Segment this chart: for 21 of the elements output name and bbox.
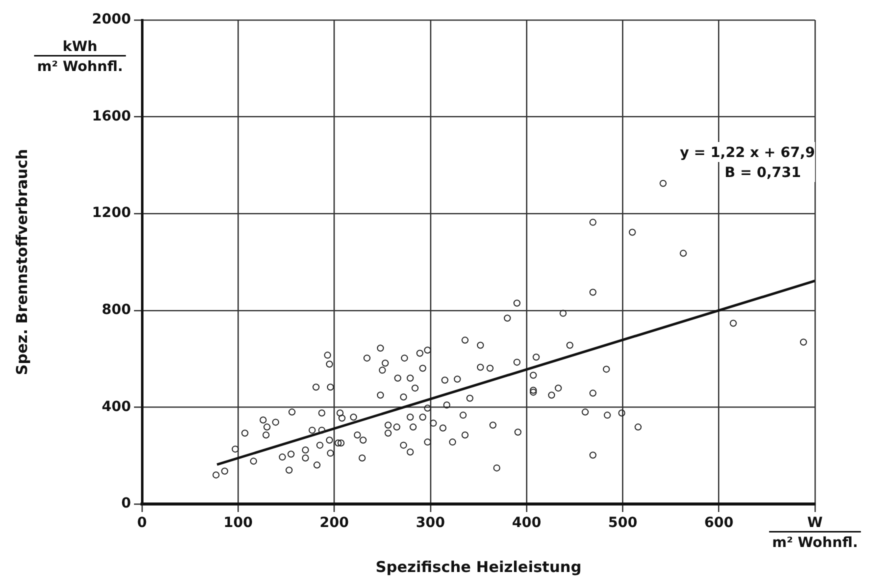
y-tick-label: 0 xyxy=(121,496,132,512)
x-tick-label: 300 xyxy=(416,515,446,532)
text: m² Wohnfl. xyxy=(772,535,858,551)
x-tick-label: 200 xyxy=(320,515,350,532)
x-tick-label: 400 xyxy=(512,515,542,532)
x-tick-label: 100 xyxy=(224,515,254,532)
y-tick-label: 1600 xyxy=(92,108,132,124)
annotation: y = 1,22 x + 67,9 xyxy=(680,145,815,161)
x-axis-title: Spezifische Heizleistung xyxy=(376,558,582,576)
x-tick-label: 600 xyxy=(704,515,734,532)
y-tick-label: 2000 xyxy=(92,12,132,28)
y-tick-label: 800 xyxy=(102,302,132,318)
y-tick-label: 1200 xyxy=(92,205,132,222)
x-tick-label: 0 xyxy=(137,515,148,532)
text: kWh xyxy=(62,39,98,55)
annotation: B = 0,731 xyxy=(724,165,801,181)
x-tick-label: 500 xyxy=(608,515,638,532)
text: m² Wohnfl. xyxy=(37,59,123,75)
text: W xyxy=(807,515,823,531)
y-axis-title: Spez. Brennstoffverbrauch xyxy=(12,148,31,376)
y-tick-label: 400 xyxy=(102,398,132,415)
